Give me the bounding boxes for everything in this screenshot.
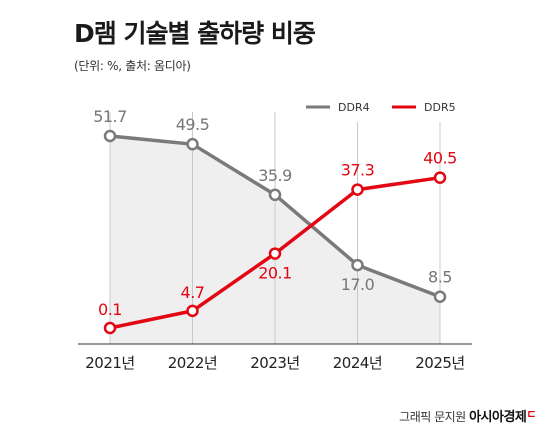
ddr4-data-point bbox=[103, 129, 117, 143]
brand-logo-text: 아시아경제 bbox=[469, 410, 527, 425]
ddr4-data-label: 51.7 bbox=[93, 107, 127, 126]
ddr5-data-point bbox=[103, 321, 117, 335]
x-tick-label: 2021년 bbox=[85, 354, 134, 372]
ddr5-data-label: 4.7 bbox=[181, 283, 205, 302]
ddr4-data-label: 35.9 bbox=[258, 166, 292, 185]
chart-title: D램 기술별 출하량 비중 bbox=[74, 19, 316, 48]
ddr5-data-point bbox=[351, 183, 364, 196]
x-tick-label: 2022년 bbox=[168, 354, 217, 372]
ddr4-data-label: 17.0 bbox=[341, 275, 375, 294]
brand-mark-icon: ㄷ bbox=[526, 408, 536, 421]
ddr4-data-label: 8.5 bbox=[428, 268, 452, 287]
ddr4-data-point bbox=[268, 188, 282, 202]
ddr4-data-label: 49.5 bbox=[176, 115, 210, 134]
chart-legend: DDR4 DDR5 bbox=[296, 92, 478, 122]
ddr5-data-point bbox=[433, 171, 447, 184]
ddr5-data-point bbox=[268, 247, 282, 260]
x-tick-label: 2023년 bbox=[250, 354, 299, 372]
ddr5-data-label: 0.1 bbox=[98, 300, 122, 319]
credit-byline: 그래픽 문지원 bbox=[399, 410, 466, 424]
legend-ddr4-label: DDR4 bbox=[338, 101, 370, 114]
x-tick-label: 2024년 bbox=[333, 354, 382, 372]
ddr4-data-point bbox=[351, 258, 364, 272]
ddr5-data-point bbox=[186, 304, 199, 318]
legend-ddr5-label: DDR5 bbox=[424, 101, 456, 114]
ddr4-data-point bbox=[186, 137, 199, 151]
ddr5-data-label: 20.1 bbox=[258, 264, 292, 283]
ddr4-data-point bbox=[433, 290, 447, 303]
credit: 그래픽 문지원 아시아경제ㄷ bbox=[399, 406, 536, 425]
ddr5-data-label: 40.5 bbox=[423, 149, 457, 168]
x-tick-label: 2025년 bbox=[415, 354, 464, 372]
chart-subtitle: (단위: %, 출처: 옴디아) bbox=[74, 59, 191, 73]
ddr5-data-label: 37.3 bbox=[341, 161, 375, 180]
